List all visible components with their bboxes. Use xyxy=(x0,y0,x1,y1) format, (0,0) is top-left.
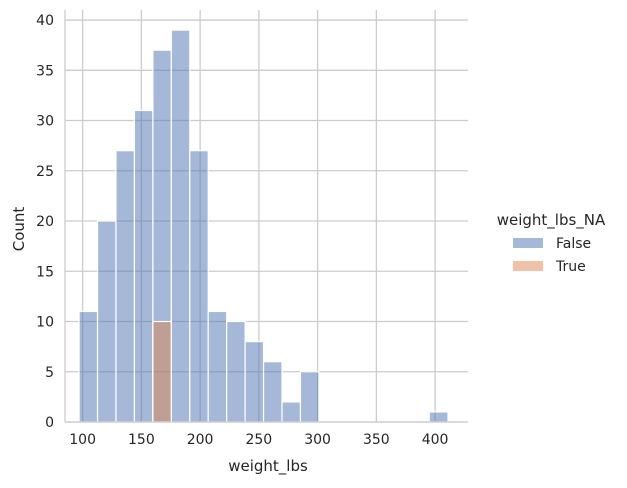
y-tick-label: 30 xyxy=(36,114,54,130)
legend-entries: False True xyxy=(513,236,591,275)
y-tick-label: 35 xyxy=(36,63,54,79)
histogram-bar-false xyxy=(96,220,117,423)
x-tick-label: 350 xyxy=(363,432,390,448)
y-axis-label: Count xyxy=(10,207,28,252)
histogram-bar-false xyxy=(170,29,191,423)
y-tick-label: 0 xyxy=(45,415,54,431)
x-tick-label: 250 xyxy=(245,432,272,448)
x-tick-label: 300 xyxy=(304,432,331,448)
histogram-bar-true xyxy=(152,320,172,423)
legend-swatch-false xyxy=(513,238,543,248)
x-tick-label: 200 xyxy=(187,432,214,448)
histogram-bar-false xyxy=(244,341,265,423)
histogram-bar-false xyxy=(207,310,228,423)
histogram-bar-false xyxy=(115,150,136,423)
histogram-bar-false xyxy=(281,401,302,423)
x-tick-label: 100 xyxy=(69,432,96,448)
histogram-bar-false xyxy=(78,310,99,423)
x-tick-label: 400 xyxy=(422,432,449,448)
x-tick-label: 150 xyxy=(128,432,155,448)
y-tick-label: 15 xyxy=(36,264,54,280)
histogram-bar-false xyxy=(189,150,209,423)
histogram-bar-false xyxy=(299,371,320,423)
axes-layer xyxy=(64,10,468,423)
histogram-bar-false xyxy=(262,361,283,423)
x-axis-label: weight_lbs xyxy=(228,457,308,476)
bars-layer xyxy=(78,29,449,423)
legend-label-true: True xyxy=(555,259,586,275)
histogram-bar-false xyxy=(226,320,246,423)
legend-title: weight_lbs_NA xyxy=(497,211,606,230)
ticks-layer: 100 150 200 250 300 350 400 0 5 10 15 20 25 30 35 40 xyxy=(36,13,448,448)
y-tick-label: 5 xyxy=(45,365,54,381)
legend: weight_lbs_NA False True xyxy=(497,211,606,275)
histogram-bar-false xyxy=(133,109,154,423)
legend-label-false: False xyxy=(556,236,591,252)
y-tick-label: 40 xyxy=(36,13,54,29)
y-tick-label: 20 xyxy=(36,214,54,230)
y-tick-label: 10 xyxy=(36,315,54,331)
y-tick-label: 25 xyxy=(36,164,54,180)
histogram-bar-false xyxy=(428,411,449,423)
legend-swatch-true xyxy=(513,261,543,271)
